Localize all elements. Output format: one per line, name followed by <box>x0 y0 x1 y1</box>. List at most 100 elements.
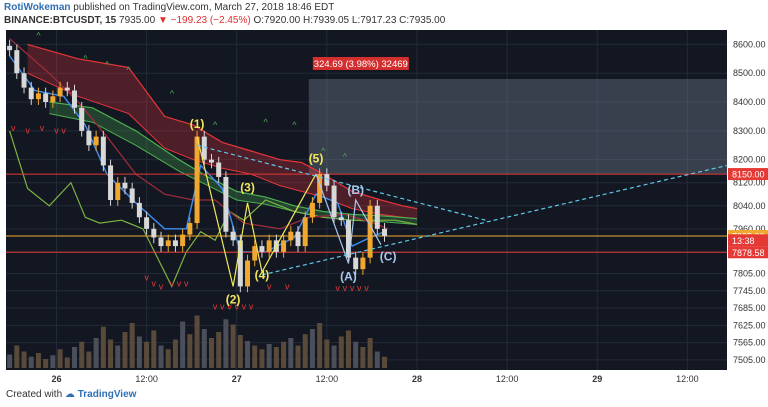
down-arrow-icon: ▼ <box>157 15 168 26</box>
volume-bar <box>172 339 178 368</box>
candle-body <box>382 228 388 237</box>
sell-signal-icon: v <box>335 283 340 293</box>
price-tick-label: 8600.00 <box>733 39 766 49</box>
volume-bar <box>187 334 193 368</box>
candle-body <box>194 136 200 224</box>
trendline <box>196 144 486 221</box>
volume-bar <box>129 323 135 368</box>
volume-bar <box>259 349 265 368</box>
trendline <box>261 164 728 276</box>
volume-bar <box>208 338 214 368</box>
buy-signal-icon: ^ <box>105 59 110 69</box>
volume-bar <box>252 345 258 368</box>
candle-body <box>35 93 41 100</box>
price-tick-label: 8120.00 <box>733 178 766 188</box>
price-tick-label: 7745.00 <box>733 286 766 296</box>
price-tick-label: 8400.00 <box>733 97 766 107</box>
impulse-wave-path <box>196 136 317 287</box>
buy-signal-icon: ^ <box>170 88 175 98</box>
price-change: −199.23 (−2.45%) <box>170 15 251 26</box>
candle-body <box>79 107 85 131</box>
volume-bar <box>230 324 236 368</box>
wave-label: (3) <box>240 180 255 194</box>
tradingview-brand[interactable]: TradingView <box>77 389 137 400</box>
publish-line: RotiWokeman published on TradingView.com… <box>4 2 334 13</box>
wave-label: (1) <box>190 117 205 131</box>
candle-body <box>187 223 193 235</box>
volume-bar <box>216 332 222 368</box>
volume-bar <box>309 329 315 368</box>
candle-body <box>245 260 251 287</box>
candle-body <box>180 234 186 247</box>
sell-signal-icon: v <box>364 283 369 293</box>
candle-body <box>230 231 236 241</box>
candle-body <box>208 159 214 163</box>
sell-signal-icon: v <box>227 301 232 311</box>
candle-body <box>158 237 164 247</box>
volume-bar <box>338 336 344 368</box>
symbol[interactable]: BINANCE:BTCUSDT, 15 <box>4 15 117 26</box>
volume-bar <box>57 349 63 368</box>
candle-body <box>7 45 13 51</box>
candle-body <box>367 205 373 258</box>
price-chart[interactable]: v v v v vvv v v v vv v v v v vv v v v v v v^^^^^^ ^ ^^^(1)(2)… <box>0 30 768 387</box>
wave-label: (A) <box>340 270 357 284</box>
price-label: 8150.00 <box>732 170 765 180</box>
symbol-line: BINANCE:BTCUSDT, 15 7935.00 ▼ −199.23 (−… <box>4 15 445 26</box>
time-tick-label: 12:00 <box>496 374 519 384</box>
buy-signal-icon: ^ <box>263 117 268 127</box>
buy-signal-icon: ^ <box>126 65 131 75</box>
candle-body <box>43 93 49 103</box>
volume-bar <box>331 345 337 368</box>
sell-signal-icon: v <box>170 278 175 288</box>
candle-body <box>71 90 77 108</box>
candle-body <box>108 165 114 200</box>
ichimoku-cloud-red-upper <box>27 43 418 210</box>
candle-body <box>223 176 229 232</box>
candle-body <box>129 188 135 203</box>
author-name[interactable]: RotiWokeman <box>4 2 71 13</box>
wave-label: (4) <box>255 268 270 282</box>
candle-body <box>86 130 92 146</box>
candle-body <box>345 220 351 258</box>
sell-signal-icon: v <box>144 273 149 283</box>
sell-signal-icon: v <box>184 278 189 288</box>
candle-body <box>281 240 287 252</box>
buy-signal-icon: ^ <box>36 31 41 41</box>
time-tick-label: 12:00 <box>676 374 699 384</box>
wave-label: (C) <box>380 250 397 264</box>
sell-signal-icon: v <box>177 278 182 288</box>
volume-bar <box>273 347 279 368</box>
price-label: 7878.58 <box>732 248 765 258</box>
candle-body <box>331 185 337 218</box>
price-tick-label: 8500.00 <box>733 68 766 78</box>
volume-bar <box>122 332 128 368</box>
sell-signal-icon: v <box>234 301 239 311</box>
volume-bar <box>374 351 380 368</box>
candle-body <box>252 246 258 261</box>
price-label-box <box>728 234 768 247</box>
candle-body <box>317 174 323 203</box>
volume-bar <box>151 330 157 368</box>
sell-signal-icon: v <box>220 301 225 311</box>
buy-signal-icon: ^ <box>83 54 88 64</box>
sell-signal-icon: v <box>242 301 247 311</box>
volume-bar <box>115 345 121 368</box>
candle-body <box>151 228 157 238</box>
volume-bar <box>245 341 251 368</box>
time-tick-label: 12:00 <box>135 374 158 384</box>
volume-bar <box>144 341 150 368</box>
sell-signal-icon: v <box>152 278 157 288</box>
price-axis-background <box>727 30 768 387</box>
volume-bar <box>43 359 49 368</box>
candle-body <box>374 205 380 229</box>
volume-bar <box>360 347 366 368</box>
volume-bar <box>28 356 34 368</box>
time-tick-label: 28 <box>412 374 422 384</box>
volume-bar <box>281 341 287 368</box>
volume-bar <box>165 349 171 368</box>
buy-signal-icon: ^ <box>213 120 218 130</box>
price-tick-label: 7960.00 <box>733 224 766 234</box>
volume-bar <box>295 345 301 368</box>
